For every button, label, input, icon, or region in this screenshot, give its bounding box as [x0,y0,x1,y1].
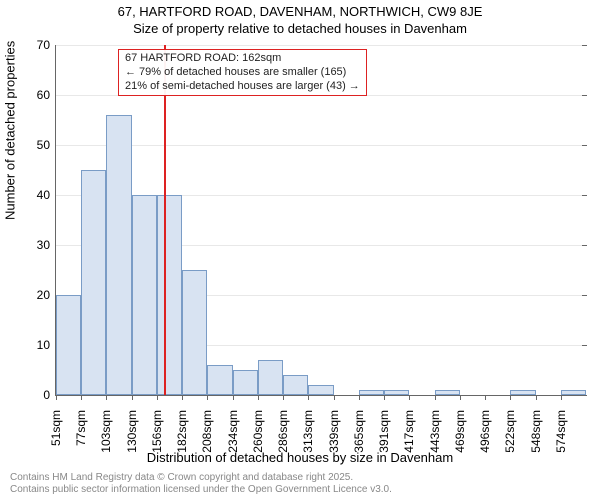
ytick-mark [582,45,587,46]
xtick-mark [409,395,410,400]
xtick-mark [460,395,461,400]
xtick-mark [233,395,234,400]
histogram-bar [132,195,157,395]
xtick-mark [485,395,486,400]
marker-line [164,45,166,395]
annotation-line2: ← 79% of detached houses are smaller (16… [125,66,360,80]
histogram-bar [283,375,308,395]
gridline [56,145,586,146]
plot-area: 01020304050607051sqm77sqm103sqm130sqm156… [55,45,586,396]
histogram-bar [435,390,460,395]
ytick-label: 50 [37,138,56,152]
xtick-mark [182,395,183,400]
ytick-mark [582,395,587,396]
xtick-mark [435,395,436,400]
xtick-mark [308,395,309,400]
histogram-bar [233,370,258,395]
histogram-bar [81,170,106,395]
ytick-label: 0 [43,388,56,402]
xtick-mark [334,395,335,400]
footer-line2: Contains public sector information licen… [10,484,392,496]
xtick-mark [510,395,511,400]
ytick-label: 60 [37,88,56,102]
ytick-mark [582,295,587,296]
y-axis-label: Number of detached properties [3,41,18,220]
xtick-mark [536,395,537,400]
x-axis-label: Distribution of detached houses by size … [0,450,600,465]
ytick-mark [582,145,587,146]
histogram-bar [384,390,409,395]
ytick-mark [582,95,587,96]
xtick-mark [56,395,57,400]
histogram-bar [106,115,131,395]
xtick-mark [359,395,360,400]
xtick-mark [81,395,82,400]
histogram-bar [182,270,207,395]
xtick-mark [157,395,158,400]
annotation-box: 67 HARTFORD ROAD: 162sqm ← 79% of detach… [118,49,367,96]
title-block: 67, HARTFORD ROAD, DAVENHAM, NORTHWICH, … [0,4,600,38]
xtick-mark [106,395,107,400]
footer: Contains HM Land Registry data © Crown c… [10,472,392,496]
chart-title-sub: Size of property relative to detached ho… [0,21,600,38]
chart-container: 67, HARTFORD ROAD, DAVENHAM, NORTHWICH, … [0,0,600,500]
ytick-label: 30 [37,238,56,252]
ytick-label: 40 [37,188,56,202]
ytick-label: 10 [37,338,56,352]
histogram-bar [510,390,535,395]
histogram-bar [157,195,182,395]
ytick-mark [582,245,587,246]
xtick-mark [207,395,208,400]
histogram-bar [56,295,81,395]
xtick-mark [384,395,385,400]
histogram-bar [308,385,333,395]
xtick-mark [132,395,133,400]
histogram-bar [207,365,232,395]
xtick-mark [258,395,259,400]
gridline [56,45,586,46]
histogram-bar [561,390,586,395]
ytick-label: 70 [37,38,56,52]
chart-title-main: 67, HARTFORD ROAD, DAVENHAM, NORTHWICH, … [0,4,600,21]
annotation-line1: 67 HARTFORD ROAD: 162sqm [125,52,360,66]
footer-line1: Contains HM Land Registry data © Crown c… [10,472,392,484]
histogram-bar [258,360,283,395]
ytick-mark [582,345,587,346]
ytick-label: 20 [37,288,56,302]
xtick-mark [561,395,562,400]
histogram-bar [359,390,384,395]
annotation-line3: 21% of semi-detached houses are larger (… [125,80,360,94]
xtick-mark [283,395,284,400]
ytick-mark [582,195,587,196]
